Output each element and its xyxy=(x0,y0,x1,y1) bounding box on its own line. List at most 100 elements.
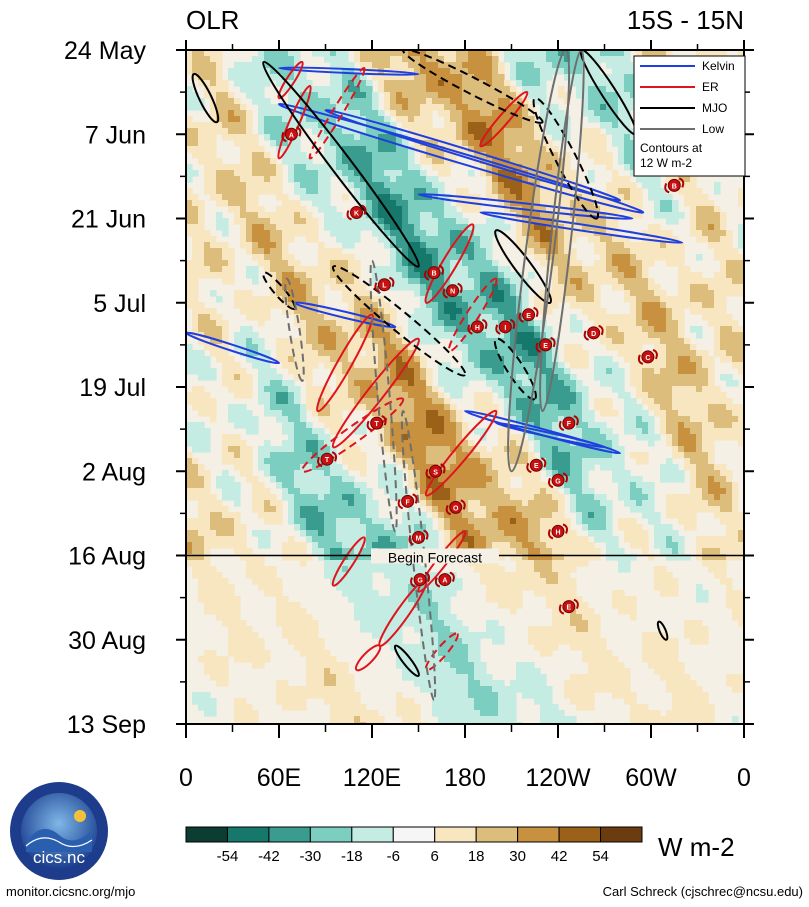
heat-cell xyxy=(390,596,397,603)
heat-cell xyxy=(414,458,421,465)
heat-cell xyxy=(480,632,487,639)
heat-cell xyxy=(294,182,301,189)
heat-cell xyxy=(504,704,511,711)
heat-cell xyxy=(510,170,517,177)
heat-cell xyxy=(342,62,349,69)
heat-cell xyxy=(270,176,277,183)
heat-cell xyxy=(396,212,403,219)
heat-cell xyxy=(234,548,241,555)
heat-cell xyxy=(186,458,193,465)
heat-cell xyxy=(216,602,223,609)
heat-cell xyxy=(444,488,451,495)
heat-cell xyxy=(516,434,523,441)
heat-cell xyxy=(330,254,337,261)
heat-cell xyxy=(474,110,481,117)
heat-cell xyxy=(522,452,529,459)
heat-cell xyxy=(288,380,295,387)
heat-cell xyxy=(336,422,343,429)
heat-cell xyxy=(372,536,379,543)
heat-cell xyxy=(252,158,259,165)
heat-cell xyxy=(444,722,451,724)
heat-cell xyxy=(270,122,277,129)
heat-cell xyxy=(252,188,259,195)
heat-cell xyxy=(324,218,331,225)
heat-cell xyxy=(234,452,241,459)
heat-cell xyxy=(216,500,223,507)
heat-cell xyxy=(216,164,223,171)
heat-cell xyxy=(318,290,325,297)
heat-cell xyxy=(306,344,313,351)
heat-cell xyxy=(270,104,277,111)
heat-cell xyxy=(300,314,307,321)
heat-cell xyxy=(438,602,445,609)
heat-cell xyxy=(294,368,301,375)
heat-cell xyxy=(426,686,433,693)
heat-cell xyxy=(420,374,427,381)
heat-cell xyxy=(486,536,493,543)
heat-cell xyxy=(372,566,379,573)
heat-cell xyxy=(342,260,349,267)
heat-cell xyxy=(504,86,511,93)
heat-cell xyxy=(354,116,361,123)
heat-cell xyxy=(522,578,529,585)
heat-cell xyxy=(480,320,487,327)
heat-cell xyxy=(264,62,271,69)
heat-cell xyxy=(234,116,241,123)
heat-cell xyxy=(306,440,313,447)
heat-cell xyxy=(528,218,535,225)
heat-cell xyxy=(318,302,325,309)
heat-cell xyxy=(372,500,379,507)
heat-cell xyxy=(444,374,451,381)
heat-cell xyxy=(246,350,253,357)
heat-cell xyxy=(252,176,259,183)
heat-cell xyxy=(210,134,217,141)
heat-cell xyxy=(294,212,301,219)
heat-cell xyxy=(198,254,205,261)
heat-cell xyxy=(360,584,367,591)
heat-cell xyxy=(234,524,241,531)
heat-cell xyxy=(306,662,313,669)
heat-cell xyxy=(492,278,499,285)
heat-cell xyxy=(306,680,313,687)
heat-cell xyxy=(330,656,337,663)
heat-cell xyxy=(306,632,313,639)
heat-cell xyxy=(408,98,415,105)
heat-cell xyxy=(372,710,379,717)
heat-cell xyxy=(288,80,295,87)
heat-cell xyxy=(432,620,439,627)
heat-cell xyxy=(258,542,265,549)
heat-cell xyxy=(324,248,331,255)
heat-cell xyxy=(342,92,349,99)
heat-cell xyxy=(432,512,439,519)
heat-cell xyxy=(426,62,433,69)
heat-cell xyxy=(288,224,295,231)
heat-cell xyxy=(528,452,535,459)
heat-cell xyxy=(384,608,391,615)
heat-cell xyxy=(228,608,235,615)
heat-cell xyxy=(504,392,511,399)
heat-cell xyxy=(474,230,481,237)
heat-cell xyxy=(360,152,367,159)
heat-cell xyxy=(516,530,523,537)
heat-cell xyxy=(306,338,313,345)
heat-cell xyxy=(528,548,535,555)
heat-cell xyxy=(276,392,283,399)
heat-cell xyxy=(474,302,481,309)
heat-cell xyxy=(540,224,547,231)
heat-cell xyxy=(396,446,403,453)
heat-cell xyxy=(528,536,535,543)
heat-cell xyxy=(432,92,439,99)
heat-cell xyxy=(186,164,193,171)
heat-cell xyxy=(528,86,535,93)
heat-cell xyxy=(336,560,343,567)
heat-cell xyxy=(210,194,217,201)
heat-cell xyxy=(240,386,247,393)
heat-cell xyxy=(534,206,541,213)
heat-cell xyxy=(444,650,451,657)
heat-cell xyxy=(306,332,313,339)
heat-cell xyxy=(384,626,391,633)
heat-cell xyxy=(390,644,397,651)
heat-cell xyxy=(312,500,319,507)
heat-cell xyxy=(414,194,421,201)
heat-cell xyxy=(360,506,367,513)
